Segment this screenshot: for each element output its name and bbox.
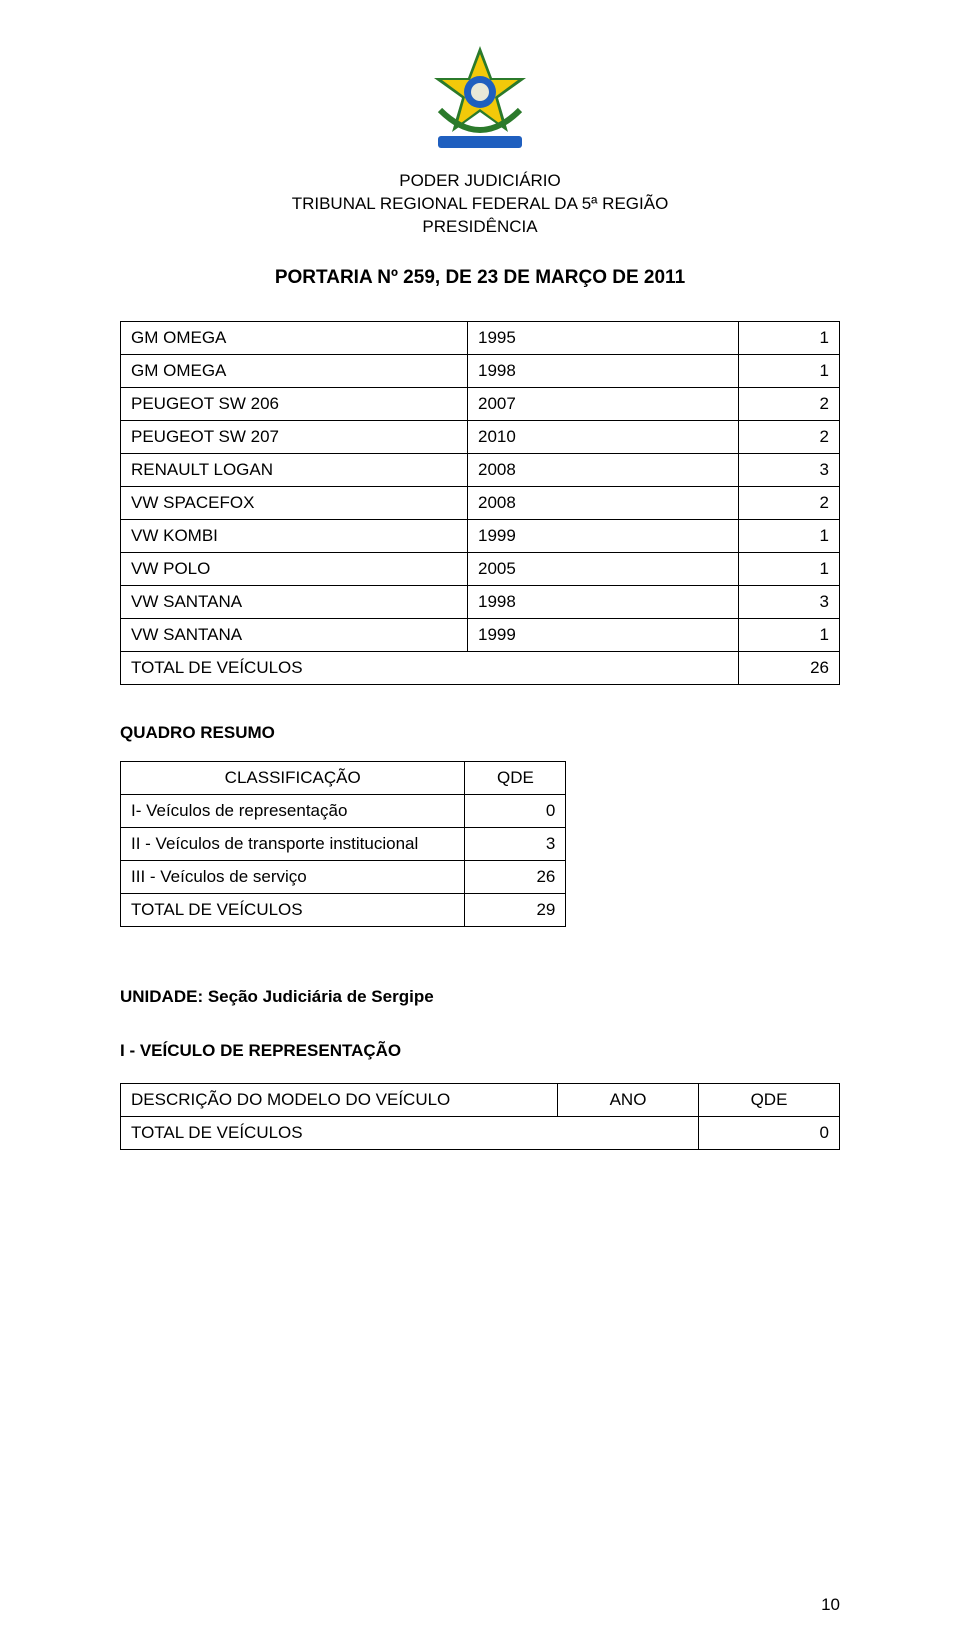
table-row: VW SPACEFOX 2008 2	[121, 486, 840, 519]
summary-qty: 26	[465, 860, 566, 893]
summary-qty: 29	[465, 893, 566, 926]
unit-subheading: I - VEÍCULO DE REPRESENTAÇÃO	[120, 1041, 840, 1061]
summary-table: CLASSIFICAÇÃO QDE I- Veículos de represe…	[120, 761, 566, 927]
vehicle-qty: 1	[739, 321, 840, 354]
vehicle-desc: PEUGEOT SW 207	[121, 420, 468, 453]
vehicle-year: 1998	[468, 354, 739, 387]
vehicle-qty: 1	[739, 552, 840, 585]
header-line-2: TRIBUNAL REGIONAL FEDERAL DA 5ª REGIÃO	[120, 193, 840, 216]
vehicle-qty: 1	[739, 519, 840, 552]
vehicle-desc: PEUGEOT SW 206	[121, 387, 468, 420]
vehicle-desc: GM OMEGA	[121, 354, 468, 387]
vehicle-year: 1995	[468, 321, 739, 354]
unit-total-value: 0	[699, 1116, 840, 1149]
table-row: VW SANTANA 1998 3	[121, 585, 840, 618]
vehicle-year: 1999	[468, 519, 739, 552]
vehicle-year: 1999	[468, 618, 739, 651]
vehicle-desc: RENAULT LOGAN	[121, 453, 468, 486]
summary-heading: QUADRO RESUMO	[120, 723, 840, 743]
vehicle-year: 1998	[468, 585, 739, 618]
summary-label: III - Veículos de serviço	[121, 860, 465, 893]
unit-table: DESCRIÇÃO DO MODELO DO VEÍCULO ANO QDE T…	[120, 1083, 840, 1150]
table-row: VW SANTANA 1999 1	[121, 618, 840, 651]
table-row: VW KOMBI 1999 1	[121, 519, 840, 552]
document-title: PORTARIA Nº 259, DE 23 DE MARÇO DE 2011	[120, 267, 840, 289]
total-label: TOTAL DE VEÍCULOS	[121, 651, 739, 684]
unit-total-label: TOTAL DE VEÍCULOS	[121, 1116, 699, 1149]
summary-label: TOTAL DE VEÍCULOS	[121, 893, 465, 926]
vehicle-qty: 2	[739, 420, 840, 453]
vehicle-qty: 3	[739, 585, 840, 618]
vehicle-year: 2008	[468, 486, 739, 519]
summary-qty: 3	[465, 827, 566, 860]
unit-total-row: TOTAL DE VEÍCULOS 0	[121, 1116, 840, 1149]
summary-label: I- Veículos de representação	[121, 794, 465, 827]
table-row: GM OMEGA 1998 1	[121, 354, 840, 387]
header-line-3: PRESIDÊNCIA	[120, 216, 840, 239]
header-line-1: PODER JUDICIÁRIO	[120, 170, 840, 193]
summary-row: II - Veículos de transporte instituciona…	[121, 827, 566, 860]
table-row: GM OMEGA 1995 1	[121, 321, 840, 354]
vehicle-desc: GM OMEGA	[121, 321, 468, 354]
unit-heading: UNIDADE: Seção Judiciária de Sergipe	[120, 987, 840, 1007]
vehicle-desc: VW KOMBI	[121, 519, 468, 552]
vehicle-year: 2007	[468, 387, 739, 420]
summary-row: III - Veículos de serviço 26	[121, 860, 566, 893]
page-number: 10	[821, 1595, 840, 1615]
vehicle-desc: VW SANTANA	[121, 618, 468, 651]
summary-row: I- Veículos de representação 0	[121, 794, 566, 827]
summary-header-row: CLASSIFICAÇÃO QDE	[121, 761, 566, 794]
page: PODER JUDICIÁRIO TRIBUNAL REGIONAL FEDER…	[0, 0, 960, 1645]
table-row: PEUGEOT SW 207 2010 2	[121, 420, 840, 453]
unit-header-row: DESCRIÇÃO DO MODELO DO VEÍCULO ANO QDE	[121, 1083, 840, 1116]
summary-label: II - Veículos de transporte instituciona…	[121, 827, 465, 860]
vehicle-year: 2010	[468, 420, 739, 453]
vehicle-desc: VW POLO	[121, 552, 468, 585]
vehicle-qty: 3	[739, 453, 840, 486]
vehicle-year: 2005	[468, 552, 739, 585]
vehicle-qty: 2	[739, 486, 840, 519]
unit-col-qty: QDE	[699, 1083, 840, 1116]
table-row: RENAULT LOGAN 2008 3	[121, 453, 840, 486]
vehicle-qty: 1	[739, 618, 840, 651]
vehicle-year: 2008	[468, 453, 739, 486]
unit-col-desc: DESCRIÇÃO DO MODELO DO VEÍCULO	[121, 1083, 558, 1116]
total-value: 26	[739, 651, 840, 684]
national-seal-icon	[420, 40, 540, 160]
unit-col-year: ANO	[558, 1083, 699, 1116]
table-row: PEUGEOT SW 206 2007 2	[121, 387, 840, 420]
summary-col-classification: CLASSIFICAÇÃO	[121, 761, 465, 794]
vehicle-qty: 1	[739, 354, 840, 387]
summary-col-qty: QDE	[465, 761, 566, 794]
table-total-row: TOTAL DE VEÍCULOS 26	[121, 651, 840, 684]
header-block: PODER JUDICIÁRIO TRIBUNAL REGIONAL FEDER…	[120, 170, 840, 239]
summary-qty: 0	[465, 794, 566, 827]
vehicle-desc: VW SPACEFOX	[121, 486, 468, 519]
vehicle-qty: 2	[739, 387, 840, 420]
vehicles-table: GM OMEGA 1995 1 GM OMEGA 1998 1 PEUGEOT …	[120, 321, 840, 685]
summary-row: TOTAL DE VEÍCULOS 29	[121, 893, 566, 926]
vehicle-desc: VW SANTANA	[121, 585, 468, 618]
table-row: VW POLO 2005 1	[121, 552, 840, 585]
